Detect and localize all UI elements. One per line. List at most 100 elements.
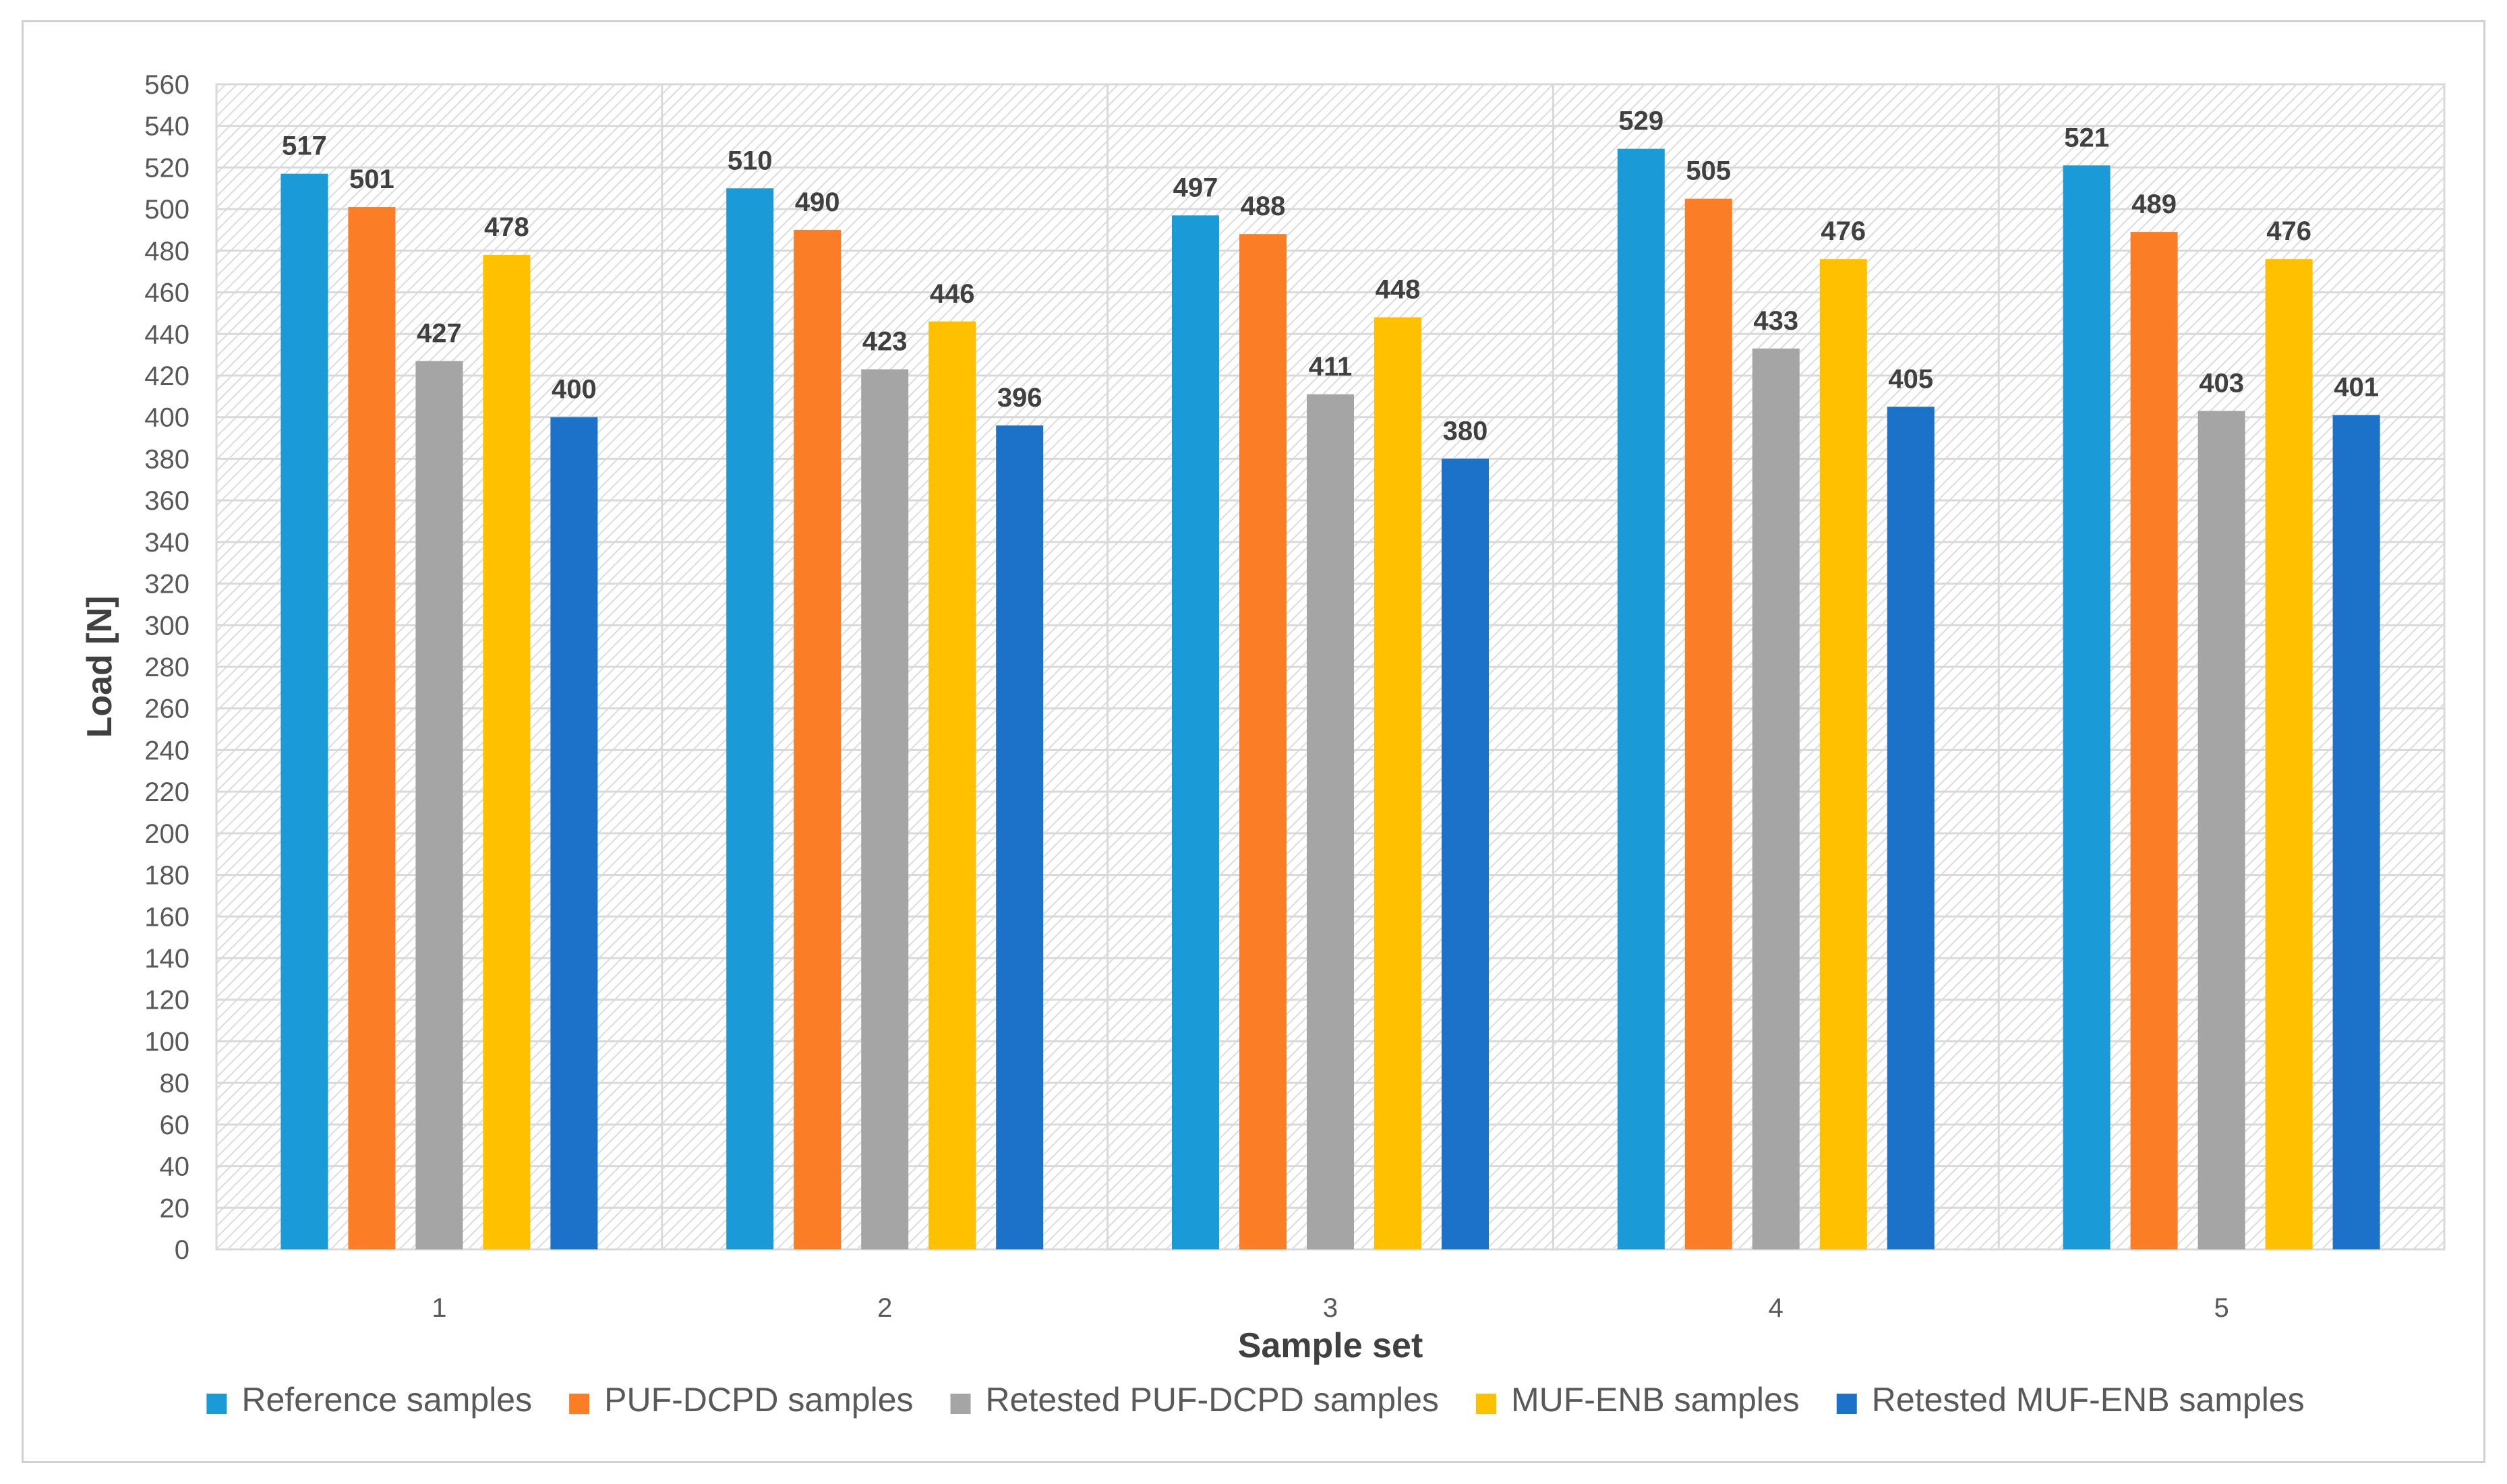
legend: Reference samples PUF-DCPD samples Reteste… [206,1381,2305,1419]
legend-label: Retested PUF-DCPD samples [986,1381,1439,1419]
data-label: 517 [282,131,327,161]
data-label: 521 [2064,123,2109,152]
x-tick-label: 2 [877,1293,892,1323]
y-tick-label: 360 [144,486,189,516]
legend-swatch [206,1394,227,1414]
bar [348,207,396,1249]
x-tick-label: 4 [1769,1293,1783,1323]
data-label: 405 [1888,364,1933,394]
bar-chart: 0 20 40 60 80 100 120 140 160 180 200 220 240 260 280 3… [80,70,2446,1419]
bar [483,255,531,1249]
y-tick-label: 500 [144,195,189,225]
legend-item: MUF-ENB samples [1475,1381,1800,1419]
bar [1752,348,1800,1249]
bar [281,173,328,1249]
y-tick-label: 0 [175,1235,189,1265]
data-label: 427 [417,318,462,348]
data-label: 529 [1618,107,1663,136]
bar [1307,394,1354,1249]
y-axis-ticks: 0 20 40 60 80 100 120 140 160 180 200 220 240 260 280 3… [144,70,189,1265]
y-tick-label: 100 [144,1027,189,1057]
legend-item: Retested MUF-ENB samples [1836,1381,2305,1419]
legend-swatch [1836,1394,1857,1414]
y-tick-label: 180 [144,861,189,891]
legend-label: MUF-ENB samples [1511,1381,1800,1419]
data-label: 433 [1753,306,1798,336]
y-tick-label: 160 [144,902,189,932]
data-label: 478 [484,212,529,242]
data-label: 490 [795,187,840,217]
bar [726,188,774,1250]
bar [861,369,909,1249]
y-tick-label: 420 [144,361,189,391]
y-tick-label: 20 [160,1193,190,1223]
data-label: 476 [1821,216,1866,246]
data-label: 488 [1241,191,1286,221]
y-tick-label: 520 [144,153,189,183]
data-label: 476 [2266,216,2311,246]
bar [415,361,463,1249]
legend-item: Retested PUF-DCPD samples [950,1381,1439,1419]
bar [1617,148,1665,1250]
y-tick-label: 340 [144,528,189,558]
bar [1374,317,1421,1250]
y-tick-label: 260 [144,694,189,724]
y-tick-label: 220 [144,777,189,807]
data-label: 489 [2131,189,2177,219]
bar [996,425,1044,1249]
bar [1819,259,1867,1250]
bar [1442,458,1489,1249]
y-tick-label: 280 [144,653,189,682]
y-tick-label: 400 [144,403,189,433]
data-label: 448 [1376,275,1421,305]
y-tick-label: 240 [144,736,189,765]
bar [1887,407,1935,1250]
legend-item: PUF-DCPD samples [569,1381,914,1419]
y-tick-label: 60 [160,1110,190,1140]
y-tick-label: 380 [144,444,189,474]
legend-label: PUF-DCPD samples [604,1381,913,1419]
y-tick-label: 80 [160,1069,190,1098]
y-tick-label: 40 [160,1152,190,1182]
bars [281,148,2380,1250]
y-axis-title: Load [N] [80,596,119,738]
legend-swatch [569,1394,590,1414]
bar [1684,198,1732,1249]
bar [928,321,976,1249]
chart-frame: 0 20 40 60 80 100 120 140 160 180 200 220 240 260 280 3… [22,20,2485,1463]
x-tick-label: 3 [1323,1293,1338,1323]
data-label: 401 [2334,373,2379,403]
y-tick-label: 460 [144,278,189,308]
data-label: 510 [728,146,773,175]
legend-label: Retested MUF-ENB samples [1872,1381,2305,1419]
data-label: 497 [1173,173,1218,202]
data-labels: 517 501 427 478 400 510 490 423 446 396 497 488 411 4… [282,107,2379,446]
legend-item: Reference samples [206,1381,532,1419]
data-label: 501 [349,165,394,194]
data-label: 396 [997,383,1042,413]
legend-label: Reference samples [241,1381,532,1419]
bar [1239,234,1287,1250]
data-label: 423 [862,327,908,357]
bar [2332,415,2380,1249]
bar [794,230,842,1249]
y-tick-label: 560 [144,70,189,100]
bar [2198,411,2245,1249]
y-tick-label: 140 [144,944,189,974]
bar [550,417,598,1249]
bar [2265,259,2313,1250]
data-label: 400 [552,375,597,405]
y-tick-label: 200 [144,819,189,849]
data-label: 411 [1309,352,1353,382]
x-axis-ticks: 1 2 3 4 5 [432,1293,2229,1323]
y-tick-label: 300 [144,611,189,641]
x-axis-title: Sample set [1238,1326,1423,1365]
bar [2130,232,2178,1250]
y-tick-label: 320 [144,570,189,599]
legend-swatch [1475,1394,1496,1414]
y-tick-label: 440 [144,320,189,349]
data-label: 505 [1686,156,1731,186]
data-label: 446 [930,279,975,309]
x-tick-label: 1 [432,1293,446,1323]
x-tick-label: 5 [2214,1293,2229,1323]
